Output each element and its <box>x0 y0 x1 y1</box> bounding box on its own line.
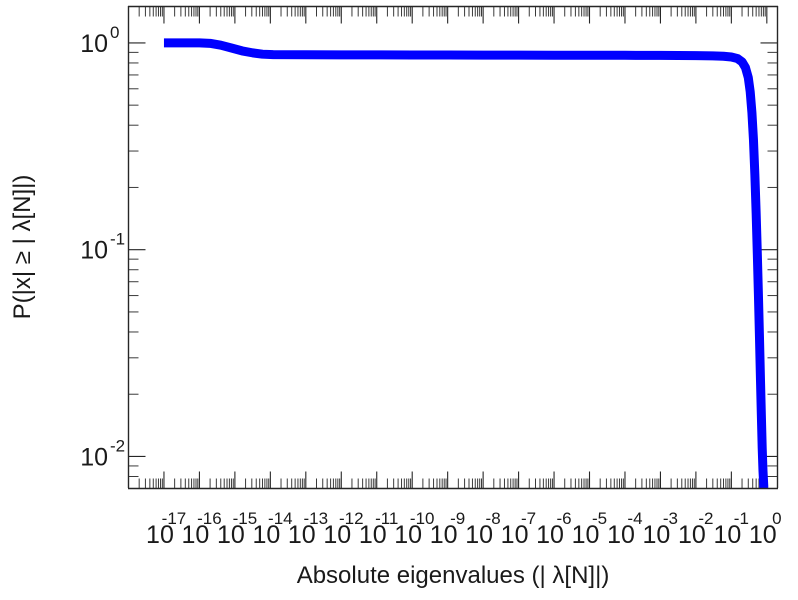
svg-text:-4: -4 <box>627 509 642 528</box>
x-tick-label: 10-14 <box>252 509 292 549</box>
svg-text:10: 10 <box>713 521 741 549</box>
svg-text:-9: -9 <box>450 509 465 528</box>
y-axis-title: P(|x| ≥ | λ[N]|) <box>9 175 36 320</box>
axes-frame <box>127 5 779 490</box>
x-tick-label: 10-17 <box>146 509 186 549</box>
svg-text:-8: -8 <box>486 509 501 528</box>
svg-text:-6: -6 <box>556 509 571 528</box>
svg-text:10: 10 <box>749 521 777 549</box>
svg-text:10: 10 <box>643 521 671 549</box>
x-tick-label: 10-4 <box>607 509 642 549</box>
svg-text:10: 10 <box>394 521 422 549</box>
svg-text:10: 10 <box>323 521 351 549</box>
svg-text:10: 10 <box>80 237 108 265</box>
y-tick-label: 10 -1 <box>80 230 125 265</box>
x-tick-label: 10-7 <box>501 509 536 549</box>
x-axis-major-ticks <box>163 6 768 489</box>
svg-text:10: 10 <box>217 521 245 549</box>
svg-text:-11: -11 <box>375 509 398 528</box>
svg-text:10: 10 <box>182 521 210 549</box>
svg-text:10: 10 <box>146 521 174 549</box>
svg-text:10: 10 <box>536 521 564 549</box>
svg-text:-15: -15 <box>233 509 258 528</box>
x-axis-minor-ticks <box>138 6 766 489</box>
x-tick-label: 10-10 <box>394 509 434 549</box>
svg-text:10: 10 <box>607 521 635 549</box>
x-axis-title: Absolute eigenvalues (| λ[N]|) <box>297 562 610 589</box>
svg-text:-16: -16 <box>197 509 222 528</box>
y-axis-minor-ticks <box>128 51 778 478</box>
svg-text:-5: -5 <box>592 509 607 528</box>
x-tick-label: 10-3 <box>643 509 678 549</box>
x-tick-label: 10-12 <box>323 509 363 549</box>
data-series-layer <box>163 38 769 491</box>
data-series-ccdf <box>163 38 769 491</box>
svg-text:10: 10 <box>80 30 108 58</box>
y-tick-label: 10 -2 <box>80 436 125 471</box>
svg-text:-7: -7 <box>521 509 536 528</box>
svg-text:-10: -10 <box>410 509 435 528</box>
svg-text:-2: -2 <box>698 509 713 528</box>
svg-text:-2: -2 <box>110 436 125 455</box>
svg-text:10: 10 <box>80 443 108 471</box>
x-tick-label: 10-2 <box>678 509 713 549</box>
svg-text:-1: -1 <box>110 230 125 249</box>
x-tick-label: 10-1 <box>713 509 748 549</box>
svg-text:-3: -3 <box>663 509 678 528</box>
svg-text:10: 10 <box>430 521 458 549</box>
svg-text:10: 10 <box>252 521 280 549</box>
x-axis-title-text: Absolute eigenvalues (| λ[N]|) <box>297 562 610 589</box>
y-tick-label: 10 0 <box>80 23 119 58</box>
svg-text:10: 10 <box>572 521 600 549</box>
x-tick-label: 10-15 <box>217 509 257 549</box>
x-tick-label: 10-8 <box>465 509 500 549</box>
svg-text:10: 10 <box>465 521 493 549</box>
svg-text:-12: -12 <box>339 509 364 528</box>
x-tick-label: 10-11 <box>359 509 399 549</box>
svg-text:10: 10 <box>288 521 316 549</box>
svg-text:0: 0 <box>110 23 119 42</box>
x-tick-label: 10-5 <box>572 509 607 549</box>
y-axis-title-text: P(|x| ≥ | λ[N]|) <box>9 175 36 320</box>
x-axis-tick-labels: 10-1710-1610-1510-1410-1310-1210-1110-10… <box>146 509 782 549</box>
svg-text:-17: -17 <box>162 509 187 528</box>
svg-text:0: 0 <box>772 509 781 528</box>
svg-text:-13: -13 <box>304 509 329 528</box>
x-tick-label: 10-16 <box>182 509 222 549</box>
svg-text:-14: -14 <box>268 509 293 528</box>
svg-text:-1: -1 <box>734 509 749 528</box>
x-tick-label: 10-13 <box>288 509 328 549</box>
x-tick-label: 10-9 <box>430 509 465 549</box>
x-tick-label: 100 <box>749 509 782 549</box>
svg-text:10: 10 <box>501 521 529 549</box>
x-tick-label: 10-6 <box>536 509 571 549</box>
svg-text:10: 10 <box>359 521 387 549</box>
svg-text:10: 10 <box>678 521 706 549</box>
